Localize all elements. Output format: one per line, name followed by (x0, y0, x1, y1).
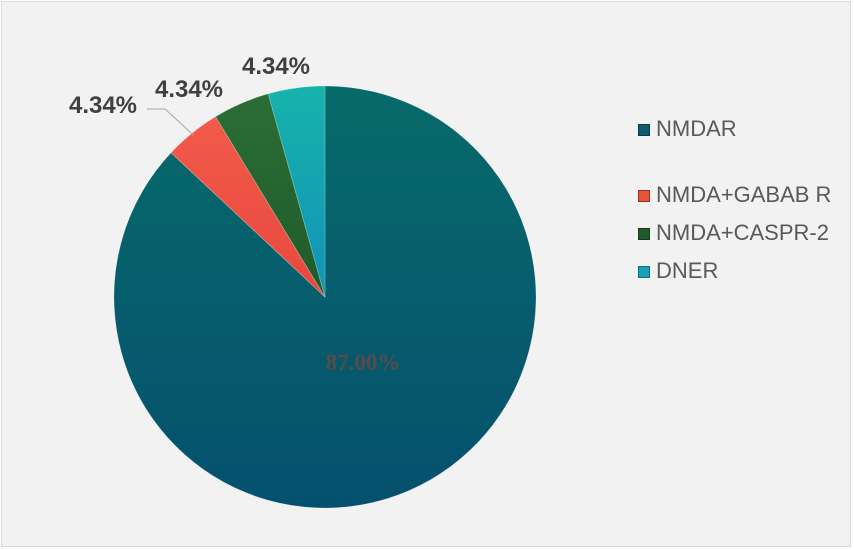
legend-item-nmda-gababr: NMDA+GABAB R (638, 182, 848, 208)
legend-item-nmdar: NMDAR (638, 116, 848, 142)
pie-slices (113, 85, 537, 509)
slice-dner (267, 85, 326, 298)
data-labels: 87.00% 4.34% 4.34% 4.34% (69, 53, 400, 375)
label-nmda-gababr: 4.34% (69, 92, 137, 119)
slice-nmda-caspr2 (215, 93, 326, 298)
legend-item-dner: DNER (638, 258, 848, 284)
legend-label: NMDA+CASPR-2 (656, 220, 829, 245)
leader-lines (147, 108, 195, 136)
legend-item-nmda-caspr2: NMDA+CASPR-2 (638, 220, 848, 246)
legend-label: DNER (656, 258, 719, 283)
legend-swatch (638, 124, 650, 136)
legend-label: NMDA+GABAB R (656, 182, 832, 207)
label-nmda-caspr2: 4.34% (155, 76, 223, 103)
slice-nmdar (113, 85, 537, 509)
legend: NMDAR NMDA+GABAB R NMDA+CASPR-2 DNER (638, 114, 848, 284)
label-dner: 4.34% (242, 53, 310, 80)
legend-label: NMDAR (656, 116, 737, 141)
legend-swatch (638, 190, 650, 202)
label-nmdar: 87.00% (326, 350, 401, 375)
leader-line (147, 108, 195, 136)
legend-swatch (638, 266, 650, 278)
legend-swatch (638, 228, 650, 240)
